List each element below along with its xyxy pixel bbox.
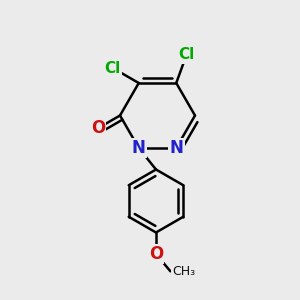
Text: N: N xyxy=(169,139,183,157)
Text: O: O xyxy=(149,245,163,263)
Text: N: N xyxy=(132,139,146,157)
Text: Cl: Cl xyxy=(105,61,121,76)
Text: Cl: Cl xyxy=(178,47,195,62)
Text: O: O xyxy=(91,119,105,137)
Text: CH₃: CH₃ xyxy=(172,265,195,278)
